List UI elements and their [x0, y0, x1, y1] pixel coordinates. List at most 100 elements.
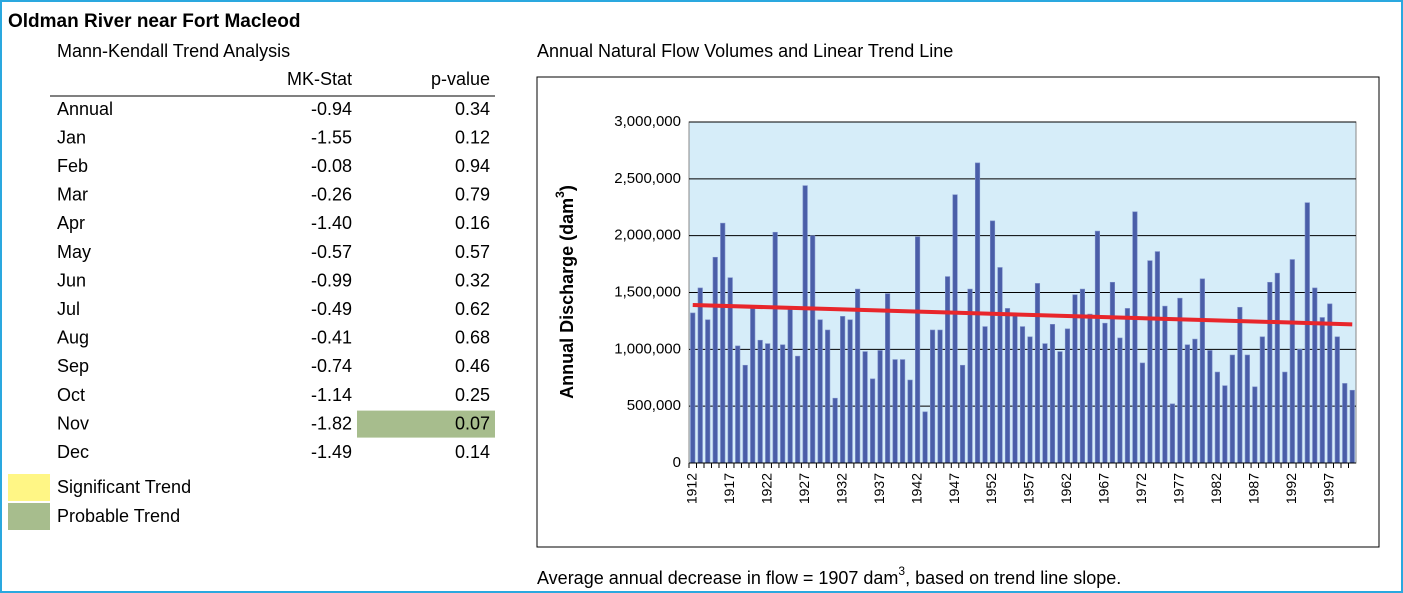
page-title: Oldman River near Fort Macleod — [8, 11, 300, 32]
x-tick-label: 1987 — [1246, 473, 1262, 504]
mk-stat: -0.49 — [311, 299, 352, 319]
x-tick-label: 1917 — [721, 473, 737, 504]
p-value: 0.79 — [455, 185, 490, 205]
bar — [959, 364, 966, 464]
p-value: 0.94 — [455, 156, 490, 176]
table-title: Mann-Kendall Trend Analysis — [57, 41, 290, 61]
bar — [1087, 313, 1093, 464]
bar — [1064, 328, 1071, 464]
bar — [915, 236, 921, 464]
x-tick-label: 1927 — [796, 473, 812, 504]
y-tick-label: 3,000,000 — [614, 113, 681, 130]
bar — [735, 345, 741, 464]
bar — [1124, 308, 1130, 464]
x-tick-label: 1992 — [1283, 473, 1299, 504]
mk-stat: -0.41 — [311, 328, 352, 348]
bar — [1229, 354, 1235, 464]
bar — [1237, 306, 1243, 464]
mk-stat: -1.14 — [311, 385, 352, 405]
bar — [1252, 386, 1258, 464]
p-value: 0.07 — [455, 413, 490, 433]
bar — [1349, 389, 1355, 464]
bar — [847, 319, 853, 464]
column-header: p-value — [431, 69, 490, 89]
bar — [1154, 251, 1160, 464]
row-label: Mar — [57, 185, 88, 205]
bar — [1139, 362, 1145, 464]
bar — [817, 319, 823, 464]
bar — [1259, 336, 1265, 464]
bar — [1282, 371, 1288, 464]
p-value: 0.12 — [455, 127, 490, 147]
y-tick-label: 1,500,000 — [614, 283, 681, 300]
bar — [1012, 312, 1018, 464]
bar — [757, 339, 763, 464]
note-text: , based on trend line slope. — [905, 568, 1121, 588]
bar — [1117, 337, 1123, 464]
bar — [1169, 403, 1175, 464]
bar — [937, 329, 943, 464]
bar — [967, 288, 973, 464]
bar — [870, 378, 876, 464]
bar — [1327, 303, 1333, 464]
bar — [1267, 281, 1273, 464]
bar — [1342, 383, 1348, 464]
x-tick-label: 1982 — [1208, 473, 1224, 504]
x-tick-label: 1947 — [946, 473, 962, 504]
row-label: Annual — [57, 99, 113, 119]
bar — [765, 343, 771, 464]
row-label: Aug — [57, 328, 89, 348]
bar — [697, 287, 703, 464]
bar — [1274, 272, 1280, 464]
bar — [922, 411, 928, 464]
bar — [810, 235, 816, 464]
bar — [840, 316, 846, 464]
y-tick-label: 0 — [673, 454, 681, 471]
mk-stat: -0.08 — [311, 156, 352, 176]
bar — [1027, 336, 1033, 464]
bar — [1102, 322, 1108, 464]
column-header: MK-Stat — [287, 69, 352, 89]
bar — [1297, 349, 1303, 464]
x-tick-label: 1922 — [758, 473, 774, 504]
bar — [1334, 336, 1340, 464]
mk-stat: -0.74 — [311, 356, 352, 376]
bar — [825, 329, 831, 464]
p-value: 0.57 — [455, 242, 490, 262]
bar — [945, 276, 951, 464]
x-tick-label: 1952 — [983, 473, 999, 504]
p-value: 0.25 — [455, 385, 490, 405]
bar — [982, 326, 988, 464]
bar — [742, 364, 748, 464]
bar — [1289, 259, 1295, 464]
bar — [1162, 305, 1168, 464]
row-label: Apr — [57, 213, 85, 233]
row-label: Jun — [57, 270, 86, 290]
y-label-text: Annual Discharge (dam — [557, 198, 577, 399]
p-value: 0.62 — [455, 299, 490, 319]
mk-stat: -0.57 — [311, 242, 352, 262]
bar — [1319, 317, 1325, 464]
bar — [690, 312, 696, 464]
bar — [1304, 202, 1310, 464]
y-tick-label: 2,500,000 — [614, 170, 681, 187]
bar — [952, 194, 958, 464]
x-tick-label: 1932 — [833, 473, 849, 504]
bar — [787, 308, 793, 464]
bar — [1042, 343, 1048, 464]
bar — [1312, 287, 1318, 464]
y-axis-label: Annual Discharge (dam3) — [553, 185, 577, 399]
x-tick-label: 1967 — [1096, 473, 1112, 504]
mk-stat: -1.82 — [311, 413, 352, 433]
bar — [1034, 283, 1041, 464]
row-label: Nov — [57, 413, 89, 433]
x-tick-label: 1972 — [1133, 473, 1149, 504]
legend-label: Probable Trend — [57, 506, 180, 526]
bar — [885, 293, 891, 464]
legend-swatch — [8, 474, 50, 501]
mk-stat: -1.49 — [311, 442, 352, 462]
bar — [997, 267, 1003, 464]
bar — [832, 397, 838, 464]
